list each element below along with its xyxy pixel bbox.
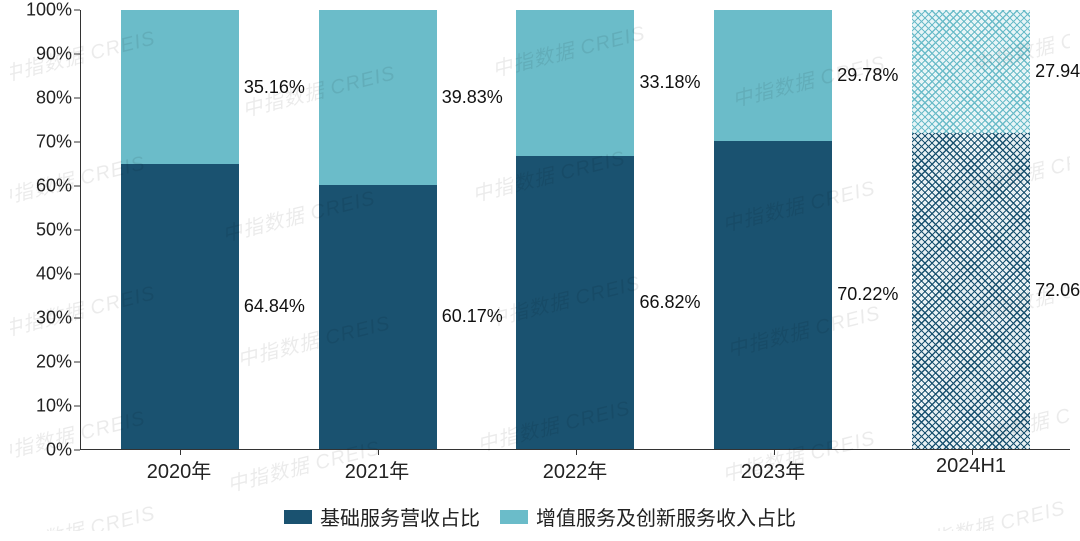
y-tick-label: 40% bbox=[12, 264, 72, 285]
bar-label-bottom: 64.84% bbox=[244, 296, 329, 317]
y-tick-label: 60% bbox=[12, 176, 72, 197]
bar-segment-top: 29.78% bbox=[714, 10, 832, 141]
legend-item-base: 基础服务营收占比 bbox=[284, 502, 480, 531]
bar-label-bottom: 70.22% bbox=[837, 284, 922, 305]
x-axis-label: 2023年 bbox=[674, 455, 872, 484]
bar-segment-top: 27.94% bbox=[912, 10, 1030, 133]
bar-segment-top: 35.16% bbox=[121, 10, 239, 164]
y-tick-label: 50% bbox=[12, 220, 72, 241]
y-tick-label: 20% bbox=[12, 352, 72, 373]
y-tick-label: 100% bbox=[12, 0, 72, 21]
bar-label-top: 35.16% bbox=[244, 77, 329, 98]
bar-group: 35.16%64.84% bbox=[121, 10, 239, 449]
bar-label-bottom: 72.06% bbox=[1035, 280, 1080, 301]
legend: 基础服务营收占比 增值服务及创新服务收入占比 bbox=[10, 502, 1070, 531]
bar-label-bottom: 66.82% bbox=[639, 292, 724, 313]
legend-swatch-value-added bbox=[500, 510, 528, 524]
x-axis-labels: 2020年2021年2022年2023年2024H1 bbox=[80, 455, 1070, 484]
bar-label-top: 29.78% bbox=[837, 65, 922, 86]
bar-group: 39.83%60.17% bbox=[319, 10, 437, 449]
legend-label-value-added: 增值服务及创新服务收入占比 bbox=[536, 502, 796, 531]
y-tick-label: 10% bbox=[12, 396, 72, 417]
bar-label-top: 27.94% bbox=[1035, 61, 1080, 82]
bar-label-bottom: 60.17% bbox=[442, 306, 527, 327]
bar-segment-top: 39.83% bbox=[319, 10, 437, 185]
x-axis-label: 2021年 bbox=[278, 455, 476, 484]
x-axis-label: 2020年 bbox=[80, 455, 278, 484]
x-axis-label: 2022年 bbox=[476, 455, 674, 484]
legend-label-base: 基础服务营收占比 bbox=[320, 502, 480, 531]
y-tick-label: 70% bbox=[12, 132, 72, 153]
x-axis-label: 2024H1 bbox=[872, 455, 1070, 484]
bar-segment-bottom: 60.17% bbox=[319, 185, 437, 449]
bar-label-top: 39.83% bbox=[442, 87, 527, 108]
bar-segment-bottom: 70.22% bbox=[714, 141, 832, 449]
y-axis: 0%10%20%30%40%50%60%70%80%90%100% bbox=[10, 10, 80, 450]
plot-area: 35.16%64.84%39.83%60.17%33.18%66.82%29.7… bbox=[80, 10, 1070, 450]
y-tick-label: 30% bbox=[12, 308, 72, 329]
legend-item-value-added: 增值服务及创新服务收入占比 bbox=[500, 502, 796, 531]
legend-swatch-base bbox=[284, 510, 312, 524]
y-tick-label: 90% bbox=[12, 44, 72, 65]
y-tick-label: 80% bbox=[12, 88, 72, 109]
chart-container: 0%10%20%30%40%50%60%70%80%90%100% 35.16%… bbox=[10, 10, 1070, 531]
bar-segment-bottom: 72.06% bbox=[912, 133, 1030, 449]
bar-groups: 35.16%64.84%39.83%60.17%33.18%66.82%29.7… bbox=[81, 10, 1070, 449]
bar-group: 29.78%70.22% bbox=[714, 10, 832, 449]
y-tick-label: 0% bbox=[12, 440, 72, 461]
bar-group: 33.18%66.82% bbox=[516, 10, 634, 449]
bar-segment-top: 33.18% bbox=[516, 10, 634, 156]
bar-label-top: 33.18% bbox=[639, 72, 724, 93]
bar-segment-bottom: 66.82% bbox=[516, 156, 634, 449]
bar-group: 27.94%72.06% bbox=[912, 10, 1030, 449]
bar-segment-bottom: 64.84% bbox=[121, 164, 239, 449]
